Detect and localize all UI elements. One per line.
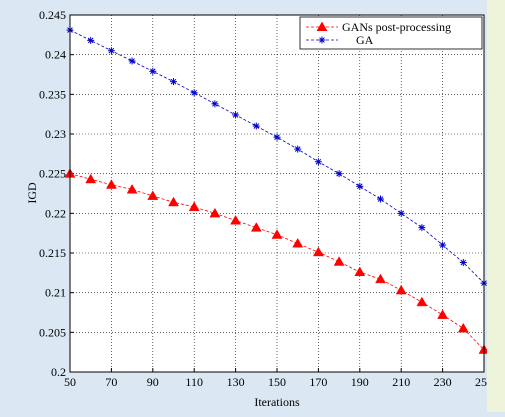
- data-point: [85, 173, 97, 184]
- series-0: [64, 168, 490, 354]
- data-point: [107, 47, 115, 55]
- data-point: [211, 100, 219, 108]
- data-point: [149, 67, 157, 75]
- data-point: [335, 170, 343, 178]
- data-point: [439, 241, 447, 249]
- data-point: [126, 184, 138, 194]
- data-point: [395, 284, 407, 295]
- data-point: [250, 222, 262, 232]
- x-axis-label: Iterations: [254, 395, 300, 409]
- legend-label: GANs post-processing: [342, 20, 451, 34]
- y-tick-label: 0.205: [39, 325, 66, 339]
- data-point: [190, 89, 198, 97]
- legend-marker: [318, 36, 326, 44]
- side-strip: [487, 0, 505, 412]
- x-tick-label: 230: [434, 375, 452, 389]
- data-point: [356, 182, 364, 190]
- legend-box: [299, 16, 483, 50]
- y-tick-label: 0.215: [39, 246, 66, 260]
- plot-frame: [69, 14, 485, 373]
- x-tick-label: 130: [227, 375, 245, 389]
- data-point: [273, 133, 281, 141]
- data-point: [292, 237, 304, 248]
- y-tick-label: 0.23: [45, 127, 66, 141]
- y-tick-label: 0.225: [39, 167, 66, 181]
- y-tick-label: 0.22: [45, 206, 66, 220]
- x-tick-label: 70: [105, 375, 117, 389]
- x-tick-label: 90: [147, 375, 159, 389]
- x-tick-label: 170: [309, 375, 327, 389]
- data-point: [230, 214, 242, 225]
- data-point: [459, 259, 467, 267]
- data-point: [457, 322, 469, 333]
- x-tick-label: 110: [185, 375, 203, 389]
- y-axis-label: IGD: [25, 182, 39, 204]
- data-point: [188, 201, 200, 211]
- data-point: [416, 296, 428, 307]
- data-point: [170, 78, 177, 86]
- x-tick-label: 150: [268, 375, 286, 389]
- data-point: [333, 256, 345, 266]
- data-point: [377, 195, 384, 203]
- data-point: [147, 190, 159, 200]
- legend-entry: GA: [306, 33, 374, 47]
- data-point: [232, 111, 240, 119]
- ticks: 50 70 90 110 130 150 170 190 210 230 2500.20.2050.…: [39, 8, 493, 389]
- data-point: [294, 145, 302, 153]
- legend-entry: GANs post-processing: [306, 20, 451, 34]
- data-point: [312, 246, 324, 257]
- data-point: [209, 207, 221, 218]
- data-point: [128, 57, 136, 65]
- legend-marker: [316, 21, 328, 31]
- data-point: [271, 229, 283, 239]
- y-tick-label: 0.24: [45, 48, 66, 62]
- legend-label: GA: [356, 33, 374, 47]
- y-tick-label: 0.21: [45, 286, 66, 300]
- data-point: [314, 158, 322, 166]
- grid: [69, 14, 485, 373]
- x-tick-label: 210: [392, 375, 410, 389]
- y-tick-label: 0.2: [51, 365, 66, 379]
- x-tick-label: 50: [64, 375, 76, 389]
- data-point: [252, 122, 260, 130]
- data-point: [437, 309, 449, 319]
- data-point: [105, 179, 117, 189]
- y-tick-label: 0.235: [39, 87, 66, 101]
- data-point: [375, 273, 386, 284]
- series-line: [69, 29, 485, 284]
- x-tick-label: 190: [351, 375, 369, 389]
- data-point: [397, 209, 405, 217]
- data-point: [418, 224, 426, 232]
- data-point: [354, 266, 366, 277]
- y-tick-label: 0.245: [39, 8, 66, 22]
- data-point: [87, 36, 95, 44]
- data-point: [168, 196, 179, 207]
